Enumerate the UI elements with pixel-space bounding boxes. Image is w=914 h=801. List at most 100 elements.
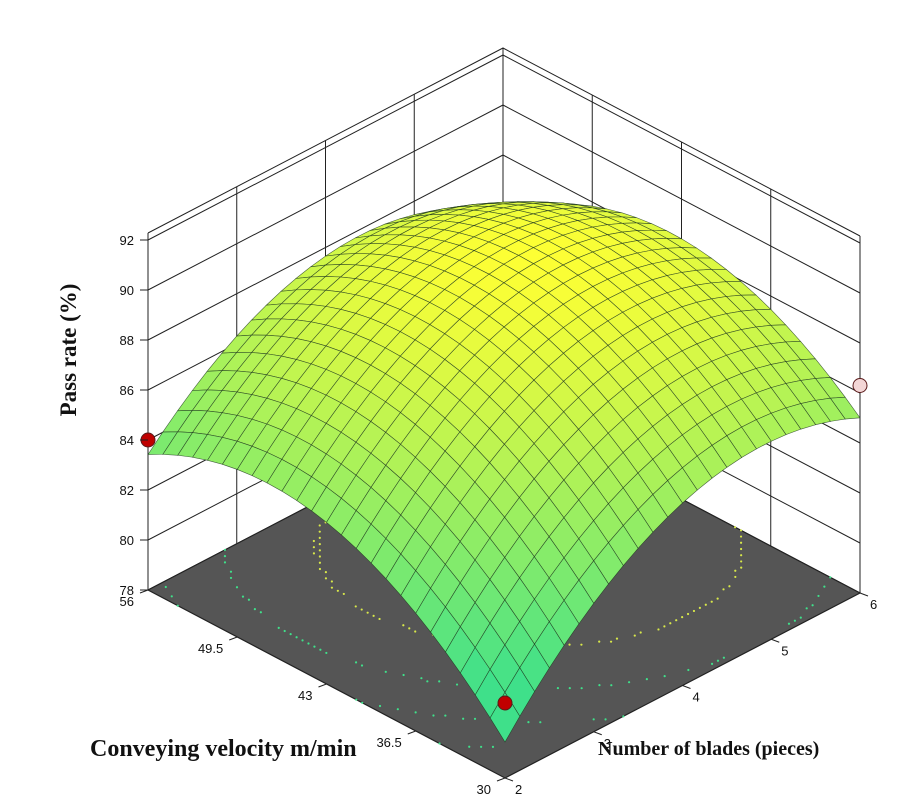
contour-segment bbox=[740, 554, 743, 557]
contour-segment bbox=[787, 622, 791, 625]
contour-segment bbox=[361, 701, 364, 704]
x-tick-mark bbox=[504, 777, 514, 782]
contour-segment bbox=[420, 677, 423, 680]
wall-grid-line bbox=[147, 154, 861, 344]
contour-segment bbox=[480, 745, 483, 748]
contour-segment bbox=[669, 622, 672, 625]
x-tick-mark bbox=[859, 592, 869, 597]
contour-segment bbox=[698, 606, 701, 609]
contour-segment bbox=[318, 555, 321, 558]
contour-segment bbox=[312, 552, 316, 555]
contour-segment bbox=[799, 616, 802, 619]
contour-segment bbox=[728, 585, 731, 588]
wall-grid-line bbox=[147, 54, 861, 244]
contour-segment bbox=[663, 675, 666, 678]
contour-segment bbox=[384, 670, 387, 673]
contour-segment bbox=[301, 639, 304, 642]
contour-segment bbox=[330, 580, 333, 583]
contour-segment bbox=[645, 678, 648, 681]
y-tick-mark bbox=[229, 636, 238, 641]
contour-segment bbox=[823, 585, 826, 588]
z-axis-title: Pass rate (%) bbox=[56, 284, 81, 417]
contour-segment bbox=[438, 680, 441, 683]
contour-segment bbox=[592, 718, 595, 721]
z-tick-label: 82 bbox=[120, 483, 134, 498]
contour-segment bbox=[829, 576, 832, 579]
contour-segment bbox=[734, 575, 737, 579]
contour-segment bbox=[408, 627, 411, 630]
contour-segment bbox=[277, 626, 280, 629]
contour-segment bbox=[319, 648, 322, 651]
contour-segment bbox=[241, 595, 245, 598]
contour-segment bbox=[598, 640, 601, 643]
contour-segment bbox=[740, 547, 743, 551]
contour-segment bbox=[462, 717, 465, 720]
contour-segment bbox=[734, 569, 737, 572]
contour-segment bbox=[739, 535, 743, 538]
contour-segment bbox=[527, 721, 530, 724]
contour-segment bbox=[817, 594, 820, 598]
contour-segment bbox=[681, 616, 684, 619]
contour-segment bbox=[289, 633, 292, 636]
contour-segment bbox=[354, 661, 358, 664]
x-tick-label: 5 bbox=[781, 643, 788, 658]
z-tick-label: 88 bbox=[120, 333, 134, 348]
contour-segment bbox=[164, 585, 167, 589]
contour-segment bbox=[686, 612, 690, 616]
z-tick-label: 84 bbox=[120, 433, 134, 448]
contour-segment bbox=[687, 668, 690, 672]
contour-segment bbox=[426, 680, 429, 683]
contour-segment bbox=[580, 687, 583, 690]
contour-segment bbox=[722, 656, 725, 659]
contour-segment bbox=[598, 684, 601, 687]
contour-segment bbox=[455, 683, 459, 686]
y-tick-label: 49.5 bbox=[198, 641, 223, 656]
contour-segment bbox=[295, 636, 298, 639]
contour-segment bbox=[568, 643, 571, 646]
contour-segment bbox=[330, 586, 334, 589]
surface-facet bbox=[489, 691, 521, 743]
x-tick-label: 4 bbox=[693, 690, 700, 705]
contour-segment bbox=[657, 628, 660, 631]
contour-segment bbox=[312, 539, 315, 543]
contour-segment bbox=[604, 718, 607, 721]
contour-segment bbox=[318, 524, 321, 527]
contour-segment bbox=[372, 614, 375, 617]
contour-segment bbox=[740, 566, 743, 569]
contour-segment bbox=[710, 600, 713, 603]
design-point bbox=[497, 695, 513, 711]
contour-segment bbox=[633, 634, 636, 637]
contour-segment bbox=[609, 640, 613, 643]
contour-segment bbox=[325, 651, 328, 655]
contour-segment bbox=[259, 611, 262, 614]
contour-segment bbox=[378, 704, 382, 708]
contour-segment bbox=[223, 555, 227, 558]
x-axis-title: Number of blades (pieces) bbox=[598, 738, 819, 760]
contour-segment bbox=[318, 530, 321, 533]
contour-segment bbox=[324, 577, 328, 580]
z-tick-label: 92 bbox=[120, 233, 134, 248]
y-tick-mark bbox=[407, 730, 416, 735]
contour-segment bbox=[733, 526, 737, 529]
contour-segment bbox=[229, 576, 233, 580]
contour-segment bbox=[318, 561, 322, 564]
contour-segment bbox=[716, 659, 720, 662]
x-tick-label: 2 bbox=[515, 782, 522, 797]
x-tick-mark bbox=[682, 685, 691, 689]
contour-segment bbox=[556, 686, 560, 690]
y-tick-mark bbox=[496, 777, 506, 782]
contour-segment bbox=[610, 684, 613, 687]
contour-segment bbox=[354, 605, 357, 608]
contour-segment bbox=[811, 604, 814, 607]
contour-segment bbox=[539, 721, 542, 724]
y-tick-label: 36.5 bbox=[376, 735, 401, 750]
contour-segment bbox=[438, 742, 441, 745]
contour-segment bbox=[360, 664, 364, 667]
contour-segment bbox=[793, 619, 796, 622]
z-tick-label: 90 bbox=[120, 283, 134, 298]
contour-segment bbox=[402, 673, 405, 677]
contour-segment bbox=[378, 617, 381, 621]
contour-segment bbox=[432, 714, 435, 717]
contour-segment bbox=[615, 637, 619, 640]
